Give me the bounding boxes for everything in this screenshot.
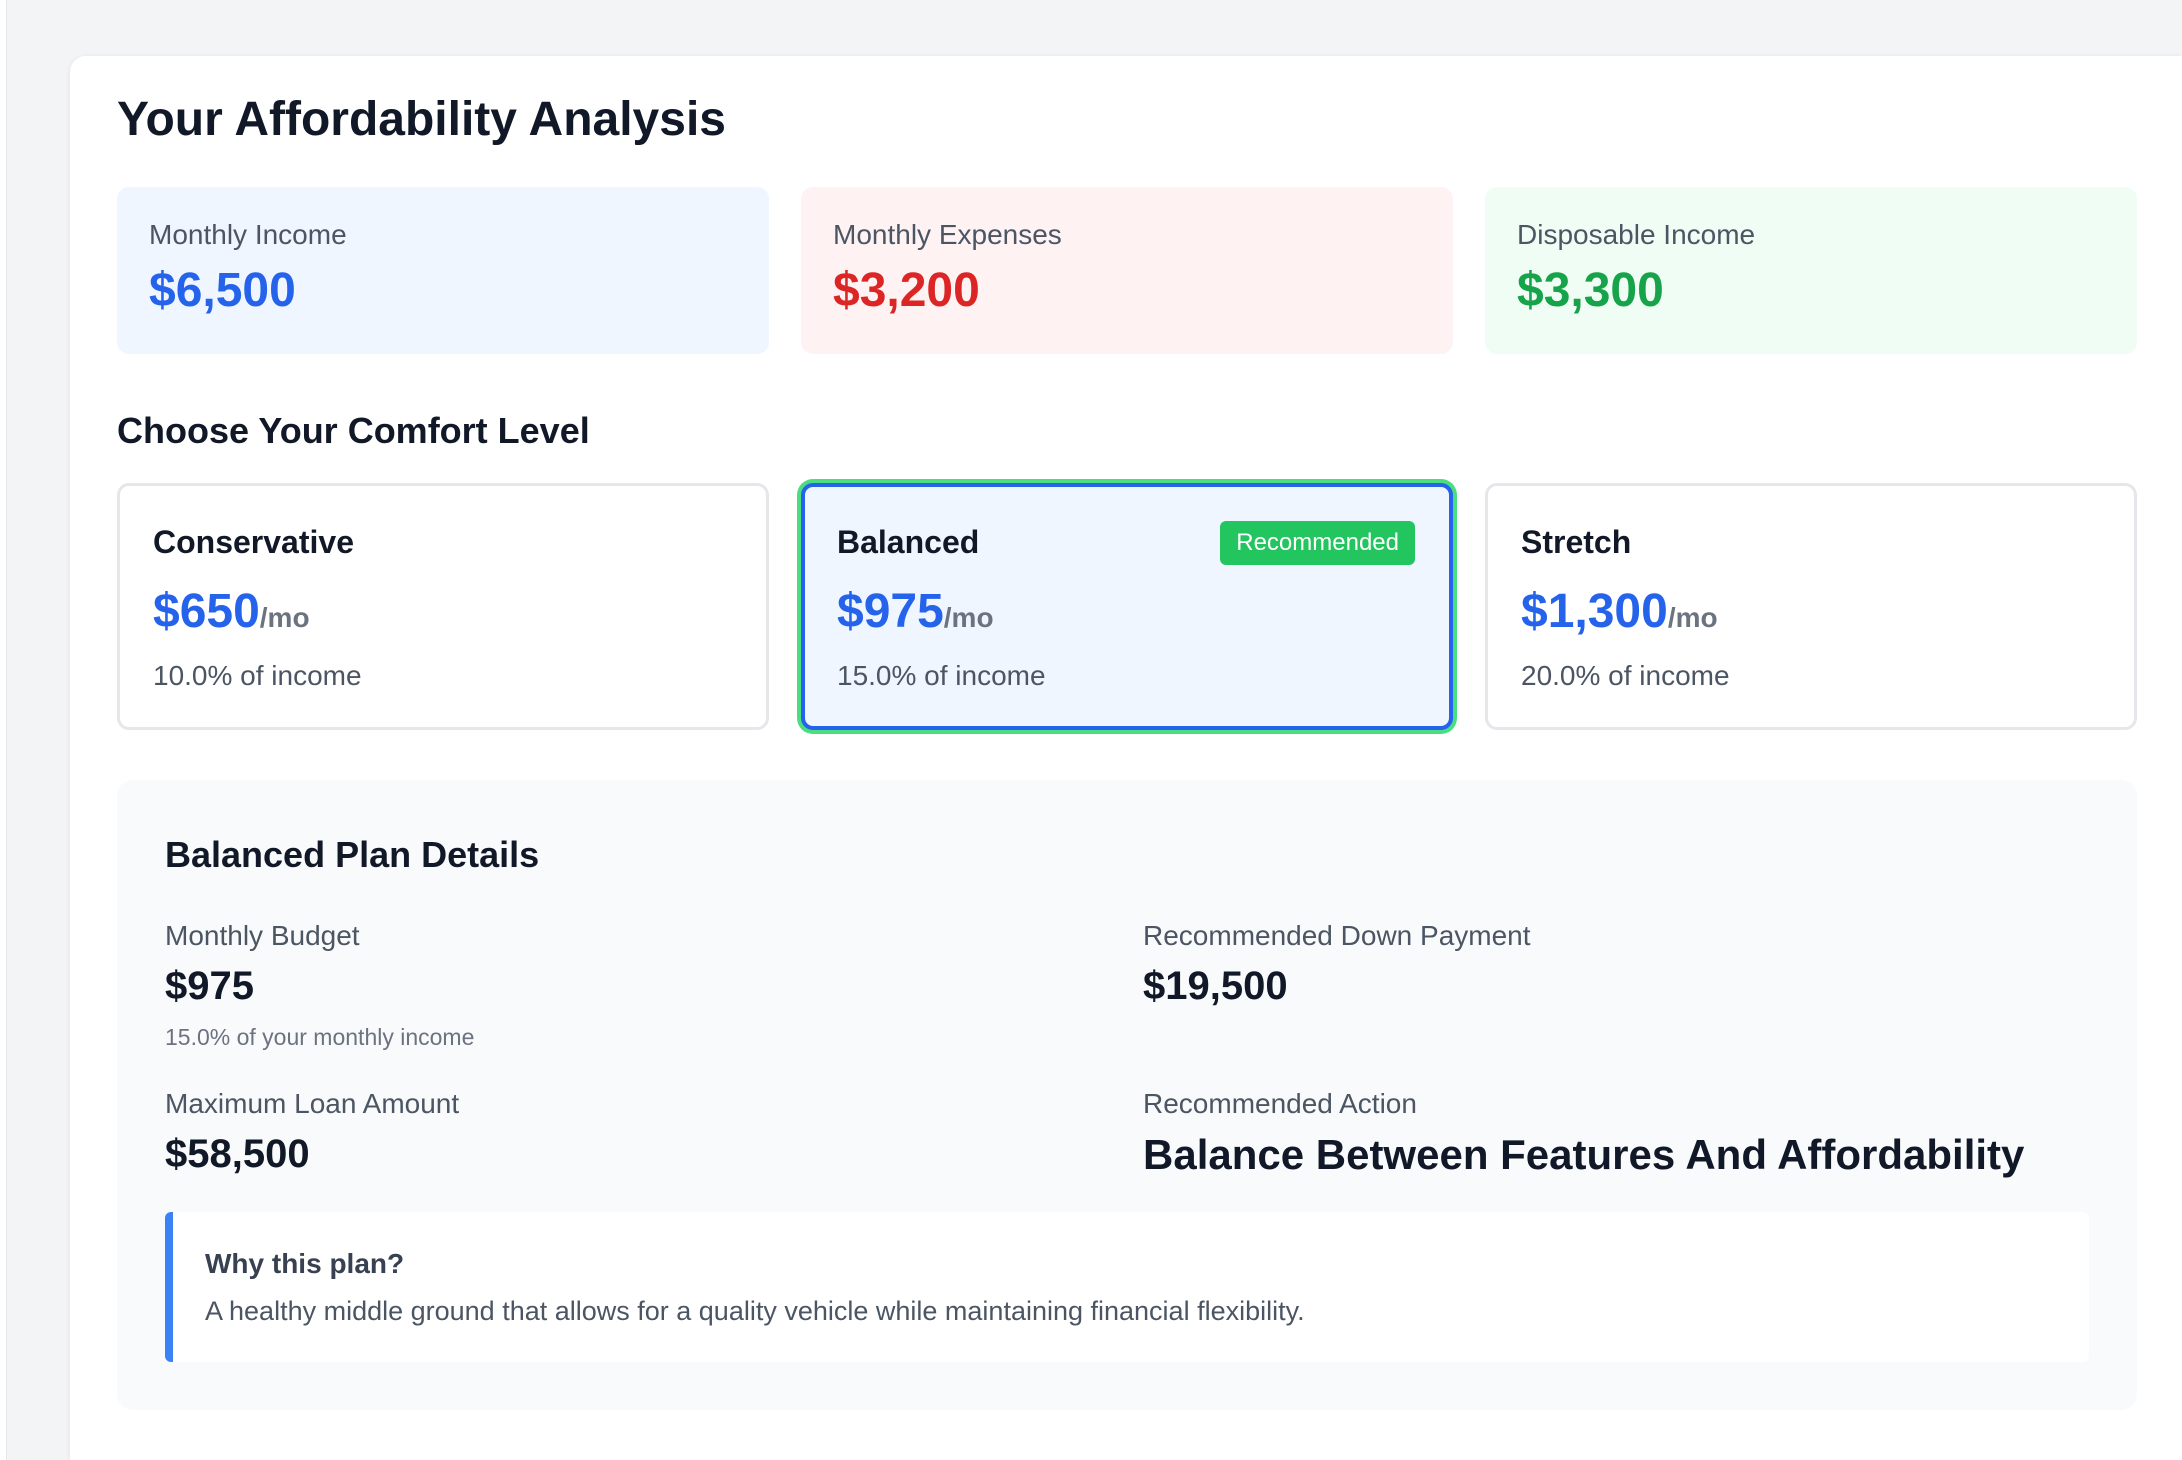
disposable-income-card: Disposable Income $3,300 — [1485, 187, 2137, 354]
down-payment-detail: Recommended Down Payment $19,500 — [1143, 920, 2043, 1008]
plan-per-month: /mo — [259, 602, 310, 633]
page-title: Your Affordability Analysis — [117, 93, 726, 146]
window-edge — [0, 0, 7, 1460]
plan-name: Balanced — [837, 524, 980, 560]
plan-details-title: Balanced Plan Details — [165, 834, 540, 875]
plan-price: $1,300/mo — [1521, 588, 2101, 636]
why-this-plan-title: Why this plan? — [205, 1248, 405, 1279]
plan-name: Stretch — [1521, 524, 1632, 560]
plan-price: $650/mo — [153, 588, 733, 636]
plan-details-section: Balanced Plan Details Monthly Budget $97… — [117, 780, 2137, 1410]
monthly-expenses-card: Monthly Expenses $3,200 — [801, 187, 1453, 354]
why-this-plan-callout: Why this plan? A healthy middle ground t… — [165, 1212, 2089, 1362]
monthly-budget-note: 15.0% of your monthly income — [165, 1024, 475, 1050]
plan-card-balanced[interactable]: Recommended Balanced $975/mo 15.0% of in… — [801, 483, 1453, 730]
disposable-income-label: Disposable Income — [1517, 219, 1756, 250]
plan-card-conservative[interactable]: Conservative $650/mo 10.0% of income — [117, 483, 769, 730]
recommended-action-detail: Recommended Action Balance Between Featu… — [1143, 1090, 2043, 1176]
recommended-action-value: Balance Between Features And Affordabili… — [1143, 1131, 2025, 1178]
recommended-action-label: Recommended Action — [1143, 1088, 1417, 1119]
monthly-budget-label: Monthly Budget — [165, 920, 360, 951]
monthly-expenses-value: $3,200 — [833, 264, 980, 317]
plan-percent-of-income: 10.0% of income — [153, 660, 362, 691]
down-payment-label: Recommended Down Payment — [1143, 920, 1531, 951]
plan-percent-of-income: 15.0% of income — [837, 660, 1046, 691]
max-loan-label: Maximum Loan Amount — [165, 1088, 460, 1119]
plan-amount: $1,300 — [1521, 585, 1668, 638]
comfort-level-title: Choose Your Comfort Level — [117, 410, 590, 451]
recommended-badge: Recommended — [1220, 521, 1415, 565]
monthly-income-label: Monthly Income — [149, 219, 347, 250]
plan-price: $975/mo — [837, 588, 1417, 636]
disposable-income-value: $3,300 — [1517, 264, 1664, 317]
plan-percent-of-income: 20.0% of income — [1521, 660, 1730, 691]
plan-amount: $975 — [837, 585, 944, 638]
monthly-budget-value: $975 — [165, 964, 254, 1008]
plan-per-month: /mo — [1667, 602, 1718, 633]
monthly-income-value: $6,500 — [149, 264, 296, 317]
monthly-expenses-label: Monthly Expenses — [833, 219, 1062, 250]
plan-name: Conservative — [153, 524, 354, 560]
monthly-budget-detail: Monthly Budget $975 15.0% of your monthl… — [165, 922, 1065, 1049]
monthly-income-card: Monthly Income $6,500 — [117, 187, 769, 354]
why-this-plan-text: A healthy middle ground that allows for … — [205, 1296, 1305, 1326]
plan-per-month: /mo — [943, 602, 994, 633]
plan-amount: $650 — [153, 585, 260, 638]
max-loan-value: $58,500 — [165, 1132, 310, 1176]
max-loan-detail: Maximum Loan Amount $58,500 — [165, 1088, 1065, 1176]
plan-card-stretch[interactable]: Stretch $1,300/mo 20.0% of income — [1485, 483, 2137, 730]
down-payment-value: $19,500 — [1143, 964, 1288, 1008]
